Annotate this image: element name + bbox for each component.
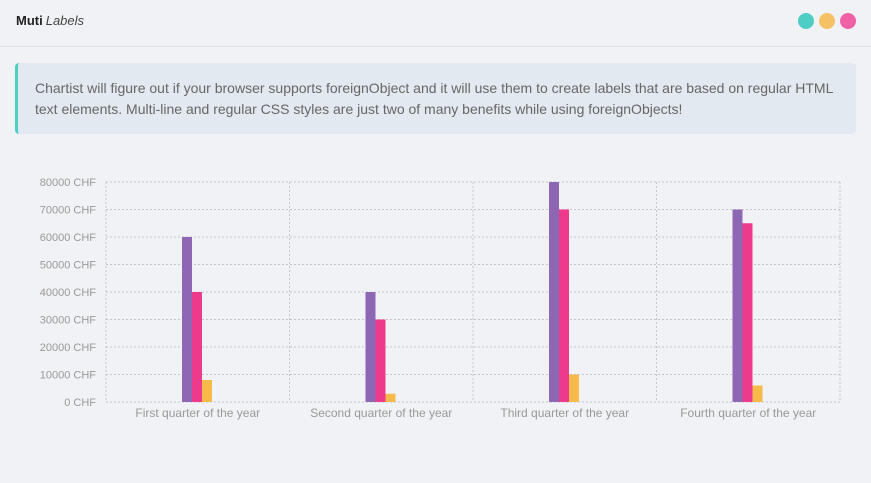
title-strong: Muti	[16, 13, 43, 28]
bar-chart: 0 CHF 10000 CHF 20000 CHF 30000 CHF 40000 CH…	[0, 160, 871, 430]
teal-dot[interactable]	[798, 13, 814, 29]
x-tick-label: Second quarter of the year	[310, 406, 452, 420]
x-tick-label: Fourth quarter of the year	[680, 406, 816, 420]
y-tick-label: 80000 CHF	[40, 177, 97, 189]
y-tick-label: 70000 CHF	[40, 205, 97, 217]
window-dots	[798, 13, 856, 29]
bar	[559, 209, 569, 402]
card-title: Muti Labels	[16, 13, 84, 29]
pink-dot[interactable]	[840, 13, 856, 29]
info-callout: Chartist will figure out if your browser…	[15, 63, 856, 134]
y-tick-label: 50000 CHF	[40, 260, 97, 272]
chart-svg: 0 CHF 10000 CHF 20000 CHF 30000 CHF 40000 CH…	[40, 177, 841, 420]
yellow-dot[interactable]	[819, 13, 835, 29]
y-tick-label: 60000 CHF	[40, 232, 97, 244]
y-tick-label: 20000 CHF	[40, 342, 97, 354]
bar	[182, 237, 192, 402]
bar	[202, 380, 212, 402]
y-tick-label: 40000 CHF	[40, 287, 97, 299]
y-tick-label: 10000 CHF	[40, 370, 97, 382]
x-tick-label: Third quarter of the year	[500, 406, 629, 420]
x-tick-label: First quarter of the year	[135, 406, 260, 420]
title-em: Labels	[45, 13, 85, 28]
bar	[549, 182, 559, 402]
y-tick-label: 0 CHF	[64, 397, 96, 409]
bar	[375, 319, 386, 402]
bar	[732, 209, 743, 402]
bar	[365, 292, 376, 402]
bar	[192, 292, 202, 402]
card-header: Muti Labels	[0, 0, 871, 47]
bar	[569, 374, 579, 402]
bar	[742, 223, 753, 402]
bar	[385, 393, 396, 402]
bar	[752, 385, 763, 402]
y-tick-label: 30000 CHF	[40, 315, 97, 327]
